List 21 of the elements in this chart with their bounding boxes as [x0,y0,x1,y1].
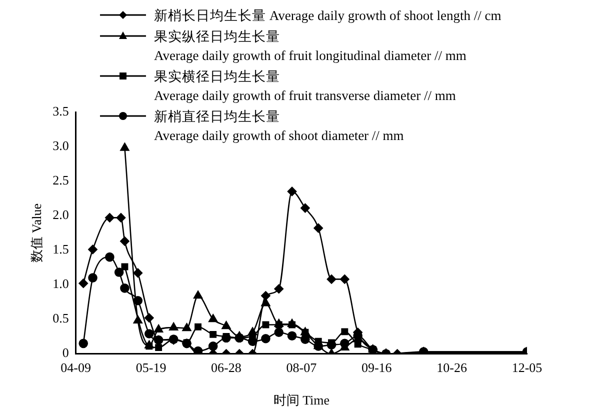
y-tick-label: 2.0 [52,207,69,222]
x-tick-label: 09-16 [361,360,392,376]
y-tick-label: 3.0 [52,138,69,153]
x-tick-label: 04-09 [60,360,92,376]
x-axis-title: 时间 Time [273,392,330,408]
y-axis-title: 数值 Value [29,203,44,262]
legend-label: 新梢直径日均生长量 Average daily growth of shoot diameter // mm [154,108,404,145]
legend-label: 果实横径日均生长量 Average daily growth of fruit transverse diameter // mm [154,68,456,105]
y-tick-label: 1.5 [52,242,69,257]
y-tick-label: 0 [62,345,69,360]
y-tick-label: 1.0 [52,276,69,292]
legend-label: 新梢长日均生长量 Average daily growth of shoot length // cm [154,7,502,25]
x-tick-label: 06-28 [211,360,242,376]
x-tick-label: 08-07 [286,360,318,376]
y-tick-label: 2.5 [52,172,69,188]
x-tick-label: 10-26 [436,360,468,376]
legend-label: 果实纵径日均生长量 Average daily growth of fruit longitudinal diameter // mm [154,28,466,65]
x-tick-label: 12-05 [512,360,542,376]
x-tick-label: 05-19 [136,360,166,376]
y-tick-label: 0.5 [52,310,69,326]
y-tick-label: 3.5 [52,103,69,118]
